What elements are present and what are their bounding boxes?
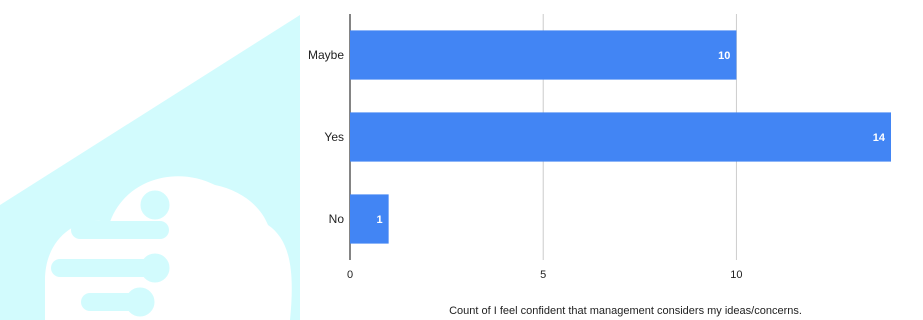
x-tick-label: 0 <box>347 269 353 281</box>
x-axis-title: Count of I feel confident that managemen… <box>449 305 802 317</box>
watermark-cloud-icon <box>45 176 292 320</box>
bars <box>350 30 891 244</box>
category-label: No <box>329 212 345 226</box>
bar-no <box>350 194 389 244</box>
bar-yes <box>350 112 891 162</box>
watermark-circuit-icon <box>51 190 170 317</box>
category-label: Yes <box>324 130 344 144</box>
data-label: 10 <box>718 50 730 62</box>
x-tick-label: 10 <box>730 269 742 281</box>
category-label: Maybe <box>308 48 344 62</box>
labels: 0 5 10 Maybe 10 Yes 14 No 1 <box>308 48 886 281</box>
x-tick-label: 5 <box>540 269 546 281</box>
bar-maybe <box>350 30 737 80</box>
data-label: 1 <box>377 214 383 226</box>
data-label: 14 <box>873 132 886 144</box>
